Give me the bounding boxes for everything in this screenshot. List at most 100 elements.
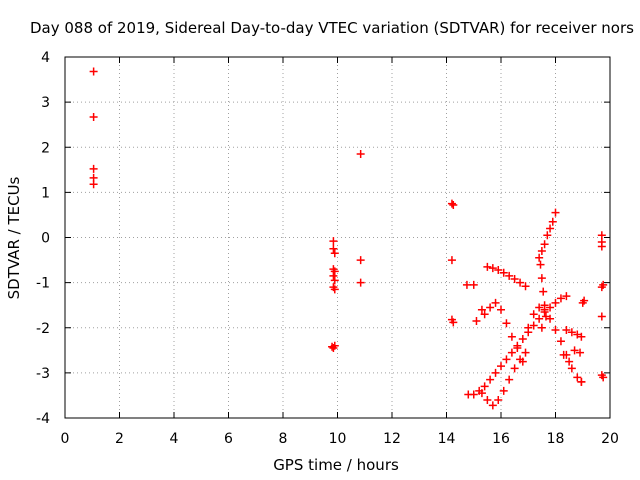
x-tick-label: 12 — [383, 431, 401, 447]
y-axis-title: SDTVAR / TECUs — [5, 176, 23, 299]
y-tick-label: 0 — [41, 231, 50, 247]
data-point — [494, 395, 503, 404]
data-point — [546, 224, 555, 233]
data-point — [329, 271, 338, 280]
data-point — [562, 292, 571, 301]
data-point — [577, 332, 586, 341]
data-point — [529, 321, 538, 330]
data-point — [449, 318, 458, 327]
x-axis-title: GPS time / hours — [273, 456, 399, 474]
data-point — [521, 348, 530, 357]
data-point — [573, 373, 582, 382]
data-point — [89, 67, 98, 76]
data-point — [356, 150, 365, 159]
x-tick-label: 8 — [279, 431, 288, 447]
data-point — [567, 328, 576, 337]
x-tick-label: 14 — [438, 431, 456, 447]
series — [469, 292, 571, 399]
x-tick-label: 0 — [61, 431, 70, 447]
grid — [65, 57, 610, 418]
data-point — [494, 265, 503, 274]
data-point — [551, 298, 560, 307]
data-point — [356, 256, 365, 265]
data-point — [524, 323, 533, 332]
data-point — [597, 283, 606, 292]
data-point — [546, 303, 555, 312]
data-point — [597, 312, 606, 321]
data-point — [556, 294, 565, 303]
data-point — [521, 282, 530, 291]
data-point — [89, 164, 98, 173]
data-point — [330, 249, 339, 258]
data-point — [551, 326, 560, 335]
data-point — [488, 401, 497, 410]
data-point — [529, 310, 538, 319]
x-tick-label: 2 — [115, 431, 124, 447]
data-point — [541, 312, 550, 321]
x-tick-label: 10 — [329, 431, 347, 447]
series — [535, 208, 560, 332]
data-point — [599, 373, 608, 382]
data-point — [447, 256, 456, 265]
series — [477, 348, 530, 410]
data-point — [472, 316, 481, 325]
data-point — [551, 208, 560, 217]
data-point — [543, 231, 552, 240]
data-point — [488, 264, 497, 273]
data-point — [513, 344, 522, 353]
data-point — [556, 337, 565, 346]
data-point — [491, 298, 500, 307]
data-point — [329, 237, 338, 246]
data-point — [505, 271, 514, 280]
data-point — [499, 268, 508, 277]
data-point — [507, 348, 516, 357]
data-point — [480, 310, 489, 319]
x-tick-label: 20 — [601, 431, 619, 447]
data-point — [510, 275, 519, 284]
data-point — [329, 244, 338, 253]
series — [89, 67, 608, 399]
y-tick-label: 3 — [41, 95, 50, 111]
y-tick-label: 4 — [41, 50, 50, 66]
data-point — [491, 368, 500, 377]
data-point — [570, 346, 579, 355]
y-tick-label: 2 — [41, 140, 50, 156]
data-point — [483, 395, 492, 404]
data-point — [462, 280, 471, 289]
data-point — [580, 296, 589, 305]
data-point — [577, 377, 586, 386]
data-point — [567, 364, 576, 373]
data-point — [505, 375, 514, 384]
data-point — [330, 341, 339, 350]
data-point — [540, 240, 549, 249]
data-point — [469, 280, 478, 289]
data-point — [597, 242, 606, 251]
data-point — [89, 180, 98, 189]
data-point — [469, 390, 478, 399]
data-point — [497, 305, 505, 314]
data-point — [330, 276, 339, 285]
data-point — [480, 382, 489, 391]
data-point — [565, 357, 574, 366]
data-point — [499, 386, 508, 395]
data-point — [486, 303, 495, 312]
y-tick-label: -1 — [36, 276, 50, 292]
data-point — [537, 247, 546, 256]
y-tick-label: 1 — [41, 185, 50, 201]
data-point — [483, 262, 492, 271]
data-point — [597, 231, 606, 240]
x-tick-label: 18 — [547, 431, 565, 447]
series — [472, 262, 530, 325]
data-point — [546, 314, 555, 323]
data-point — [576, 348, 585, 357]
data-point — [356, 278, 365, 287]
data-point — [548, 217, 557, 226]
data-point — [573, 330, 582, 339]
data-point — [507, 332, 516, 341]
x-tick-label: 6 — [224, 431, 233, 447]
x-tick-label: 16 — [492, 431, 510, 447]
data-point — [516, 355, 525, 364]
x-tick-label: 4 — [170, 431, 179, 447]
